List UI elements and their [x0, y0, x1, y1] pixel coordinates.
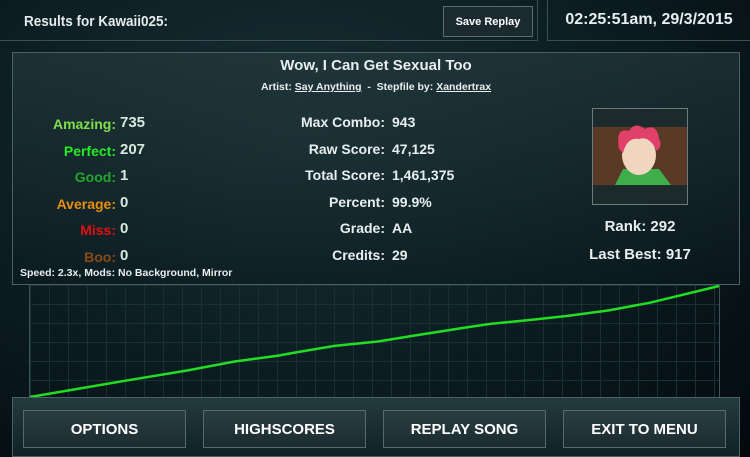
song-title: Wow, I Can Get Sexual Too [280, 57, 472, 74]
stepfile-link[interactable]: Xandertrax [436, 81, 492, 93]
stat-label: Total Score: [305, 167, 385, 183]
stat-value: AA [392, 220, 413, 236]
song-meta: Artist: Say Anything - Stepfile by: Xand… [12, 81, 740, 93]
datetime: 02:25:51am, 29/3/2015 [547, 0, 750, 41]
rank: Rank: 292 [604, 218, 676, 235]
stat-label: Max Combo: [301, 114, 385, 130]
stat-value: 1,461,375 [392, 167, 455, 183]
stat-value: 99.9% [392, 193, 432, 210]
stat-value: 29 [392, 246, 408, 263]
last-best: Last Best: 917 [589, 246, 691, 263]
stat-label: Raw Score: [308, 140, 385, 157]
judgement-label: Miss: [80, 222, 116, 238]
stepfile-label: Stepfile by: [376, 81, 434, 93]
judgement-label: Perfect: [63, 142, 116, 159]
stat-value: 47,125 [392, 140, 435, 157]
header-bar [0, 0, 538, 41]
judgement-label: Good: [74, 169, 116, 185]
mods-text: Speed: 2.3x, Mods: No Background, Mirror [20, 267, 233, 279]
highscores-button[interactable]: HIGHSCORES [203, 410, 366, 448]
score-line [29, 284, 720, 399]
stat-value: 943 [392, 114, 416, 130]
judgement-value: 735 [120, 114, 146, 131]
judgement-value: 0 [120, 193, 129, 211]
avatar [592, 108, 688, 205]
save-replay-button[interactable]: Save Replay [443, 6, 533, 37]
stat-label: Percent: [328, 193, 385, 210]
artist-link[interactable]: Say Anything [294, 81, 362, 93]
stat-label: Grade: [339, 220, 385, 236]
replay-song-button[interactable]: REPLAY SONG [383, 410, 546, 448]
score-graph-svg [29, 284, 720, 399]
judgement-label: Average: [56, 195, 116, 212]
judgement-value: 0 [120, 246, 129, 264]
judgement-value: 1 [120, 167, 129, 184]
stat-label: Credits: [332, 246, 385, 263]
judgement-label: Amazing: [53, 116, 116, 132]
exit-to-menu-button[interactable]: EXIT TO MENU [563, 410, 726, 448]
judgement-value: 0 [120, 220, 129, 237]
results-title: Results for Kawaii025: [24, 13, 169, 30]
options-button[interactable]: OPTIONS [23, 410, 186, 448]
score-graph [29, 284, 720, 399]
judgement-label: Boo: [84, 248, 116, 265]
artist-label: Artist: [260, 81, 292, 93]
judgement-value: 207 [120, 140, 146, 158]
separator: - [367, 81, 371, 93]
